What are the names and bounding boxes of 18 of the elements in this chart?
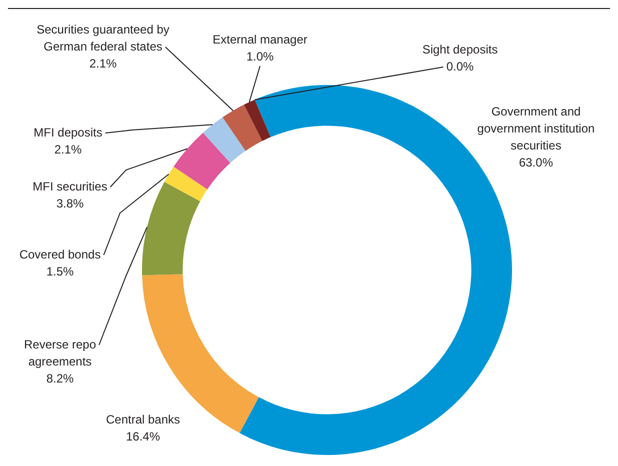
slice-label: MFI securities [32,179,108,194]
data-label: 8.2% [46,371,74,386]
slice-label: Central banks [106,412,180,426]
data-label: 63.0% [518,155,554,170]
data-label: 2.1% [89,56,117,70]
category-label: Sight deposits [422,42,498,56]
data-label: 3.8% [56,196,84,210]
data-label: 1.0% [246,49,274,64]
slice-label: External manager [212,32,308,46]
data-label: 16.4% [126,429,160,444]
slice-label: Securities guaranteed by German federal states [36,22,170,54]
slice-label: Covered bonds [19,247,101,262]
data-label: 1.5% [46,264,74,278]
slice-label: Reverse repo agreements [24,337,96,368]
slice-label: Government and government institution securities [477,104,595,152]
data-label: 2.1% [54,142,82,156]
text: 0.0% [446,59,474,74]
slice-label: MFI deposits [34,125,102,140]
